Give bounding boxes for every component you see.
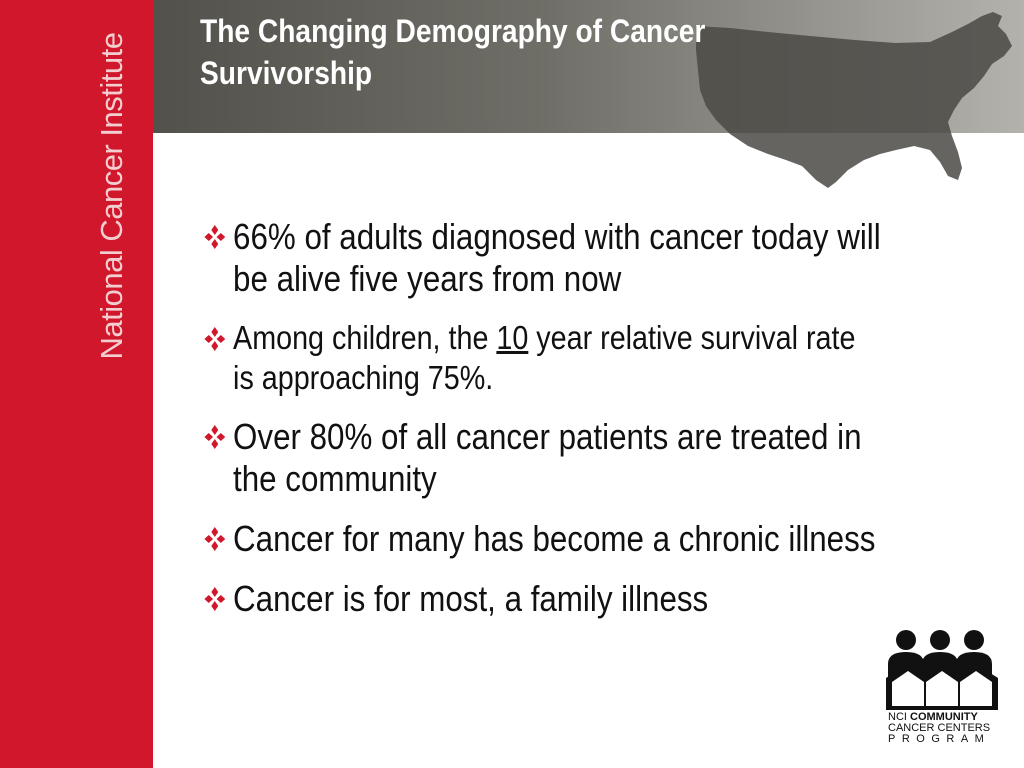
bullet-item: Cancer is for most, a family illness bbox=[200, 578, 1007, 620]
bullet-text-before: Among children, the bbox=[233, 319, 497, 356]
bullet-text-line-1: Over 80% of all cancer patients are trea… bbox=[233, 416, 862, 457]
slide-title: The Changing Demography of Cancer Surviv… bbox=[200, 10, 746, 94]
logo-community: COMMUNITY bbox=[910, 711, 978, 723]
bullet-list: 66% of adults diagnosed with cancer toda… bbox=[200, 216, 990, 638]
logo-line-1: NCI COMMUNITY bbox=[888, 712, 1004, 723]
logo-line-3: PROGRAM bbox=[888, 733, 991, 745]
bullet-text-line-2: the community bbox=[233, 458, 437, 499]
logo-line-2: CANCER CENTERS bbox=[888, 722, 991, 734]
bullet-item: Among children, the 10 year relative sur… bbox=[200, 318, 1007, 398]
sidebar: National Cancer Institute bbox=[0, 0, 153, 768]
org-name: National Cancer Institute bbox=[94, 32, 129, 360]
diamond-bullet-icon bbox=[204, 425, 226, 449]
diamond-bullet-icon bbox=[204, 587, 226, 611]
title-line-2: Survivorship bbox=[200, 55, 373, 91]
diamond-bullet-icon bbox=[204, 225, 226, 249]
people-houses-icon bbox=[886, 630, 998, 710]
logo-text: NCI COMMUNITY CANCER CENTERS PROGRAM bbox=[888, 712, 1004, 745]
bullet-item: Over 80% of all cancer patients are trea… bbox=[200, 416, 1007, 500]
title-line-1: The Changing Demography of Cancer bbox=[200, 13, 706, 49]
bullet-text-line-1: 66% of adults diagnosed with cancer toda… bbox=[233, 216, 881, 257]
bullet-item: Cancer for many has become a chronic ill… bbox=[200, 518, 1007, 560]
bullet-item: 66% of adults diagnosed with cancer toda… bbox=[200, 216, 1007, 300]
logo-nci: NCI bbox=[888, 711, 910, 723]
nci-ccc-logo: NCI COMMUNITY CANCER CENTERS PROGRAM bbox=[884, 628, 1004, 753]
diamond-bullet-icon bbox=[204, 327, 226, 351]
us-map-icon bbox=[696, 12, 1012, 188]
bullet-text-line-1: Cancer for many has become a chronic ill… bbox=[233, 518, 876, 559]
bullet-text-line-1: Cancer is for most, a family illness bbox=[233, 578, 709, 619]
bullet-text-line-2: is approaching 75%. bbox=[233, 359, 494, 396]
diamond-bullet-icon bbox=[204, 527, 226, 551]
bullet-text-line-2: be alive five years from now bbox=[233, 258, 622, 299]
bullet-text-underlined: 10 bbox=[496, 319, 529, 356]
bullet-text-after: year relative survival rate bbox=[528, 319, 856, 356]
